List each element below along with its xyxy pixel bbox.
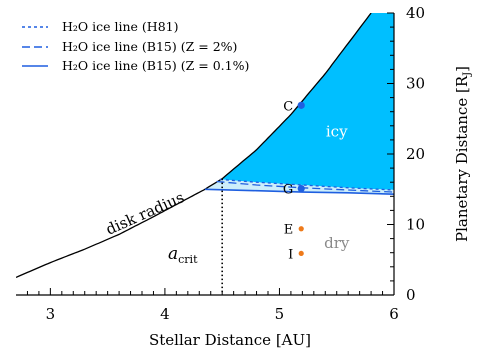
y-axis-title-close: ] bbox=[453, 66, 471, 72]
icy-region bbox=[219, 13, 394, 190]
legend-label-b15-z01: H₂O ice line (B15) (Z = 0.1%) bbox=[62, 58, 249, 73]
x-tick-label: 6 bbox=[389, 305, 399, 323]
disk-radius-annotation: disk radius bbox=[103, 188, 187, 239]
y-tick-label: 20 bbox=[406, 145, 425, 163]
moon-point bbox=[298, 250, 304, 257]
legend-label-h81: H₂O ice line (H81) bbox=[62, 19, 178, 34]
a-crit-base: a bbox=[168, 244, 178, 264]
ice-line-h81 bbox=[219, 178, 394, 191]
moon-point bbox=[298, 226, 304, 232]
region-label: dry bbox=[324, 234, 350, 252]
disk-radius-line bbox=[16, 13, 372, 278]
legend-entry-h81: H₂O ice line (H81) bbox=[22, 19, 178, 34]
legend-label-b15-z2: H₂O ice line (B15) (Z = 2%) bbox=[62, 39, 237, 54]
ice-line-b15-z01 bbox=[204, 188, 394, 195]
moon-point bbox=[297, 184, 305, 193]
y-axis-title-sub: J bbox=[462, 72, 473, 77]
y-tick-label: 0 bbox=[406, 286, 416, 304]
y-tick-label: 30 bbox=[406, 75, 425, 93]
legend-entry-b15-z01: H₂O ice line (B15) (Z = 0.1%) bbox=[22, 58, 249, 73]
y-tick-label: 10 bbox=[406, 216, 425, 234]
a-crit-sub: crit bbox=[178, 253, 198, 266]
a-crit-label: acrit bbox=[168, 244, 198, 266]
x-tick-label: 3 bbox=[46, 305, 56, 323]
moon-label: C bbox=[283, 99, 293, 114]
y-axis-title-main: Planetary Distance [R bbox=[453, 75, 471, 242]
x-tick-label: 5 bbox=[275, 305, 285, 323]
moon-point bbox=[297, 101, 305, 109]
region-label: icy bbox=[326, 122, 348, 140]
x-tick-label: 4 bbox=[160, 305, 170, 323]
legend: H₂O ice line (H81) H₂O ice line (B15) (Z… bbox=[22, 19, 249, 73]
y-tick-label: 40 bbox=[406, 4, 425, 22]
moon-label: E bbox=[284, 223, 294, 238]
moon-label: G bbox=[283, 183, 293, 198]
legend-entry-b15-z2: H₂O ice line (B15) (Z = 2%) bbox=[22, 39, 237, 54]
x-axis-title: Stellar Distance [AU] bbox=[149, 331, 311, 349]
moon-label: I bbox=[288, 247, 293, 262]
y-axis-title: Planetary Distance [RJ] bbox=[453, 66, 473, 242]
